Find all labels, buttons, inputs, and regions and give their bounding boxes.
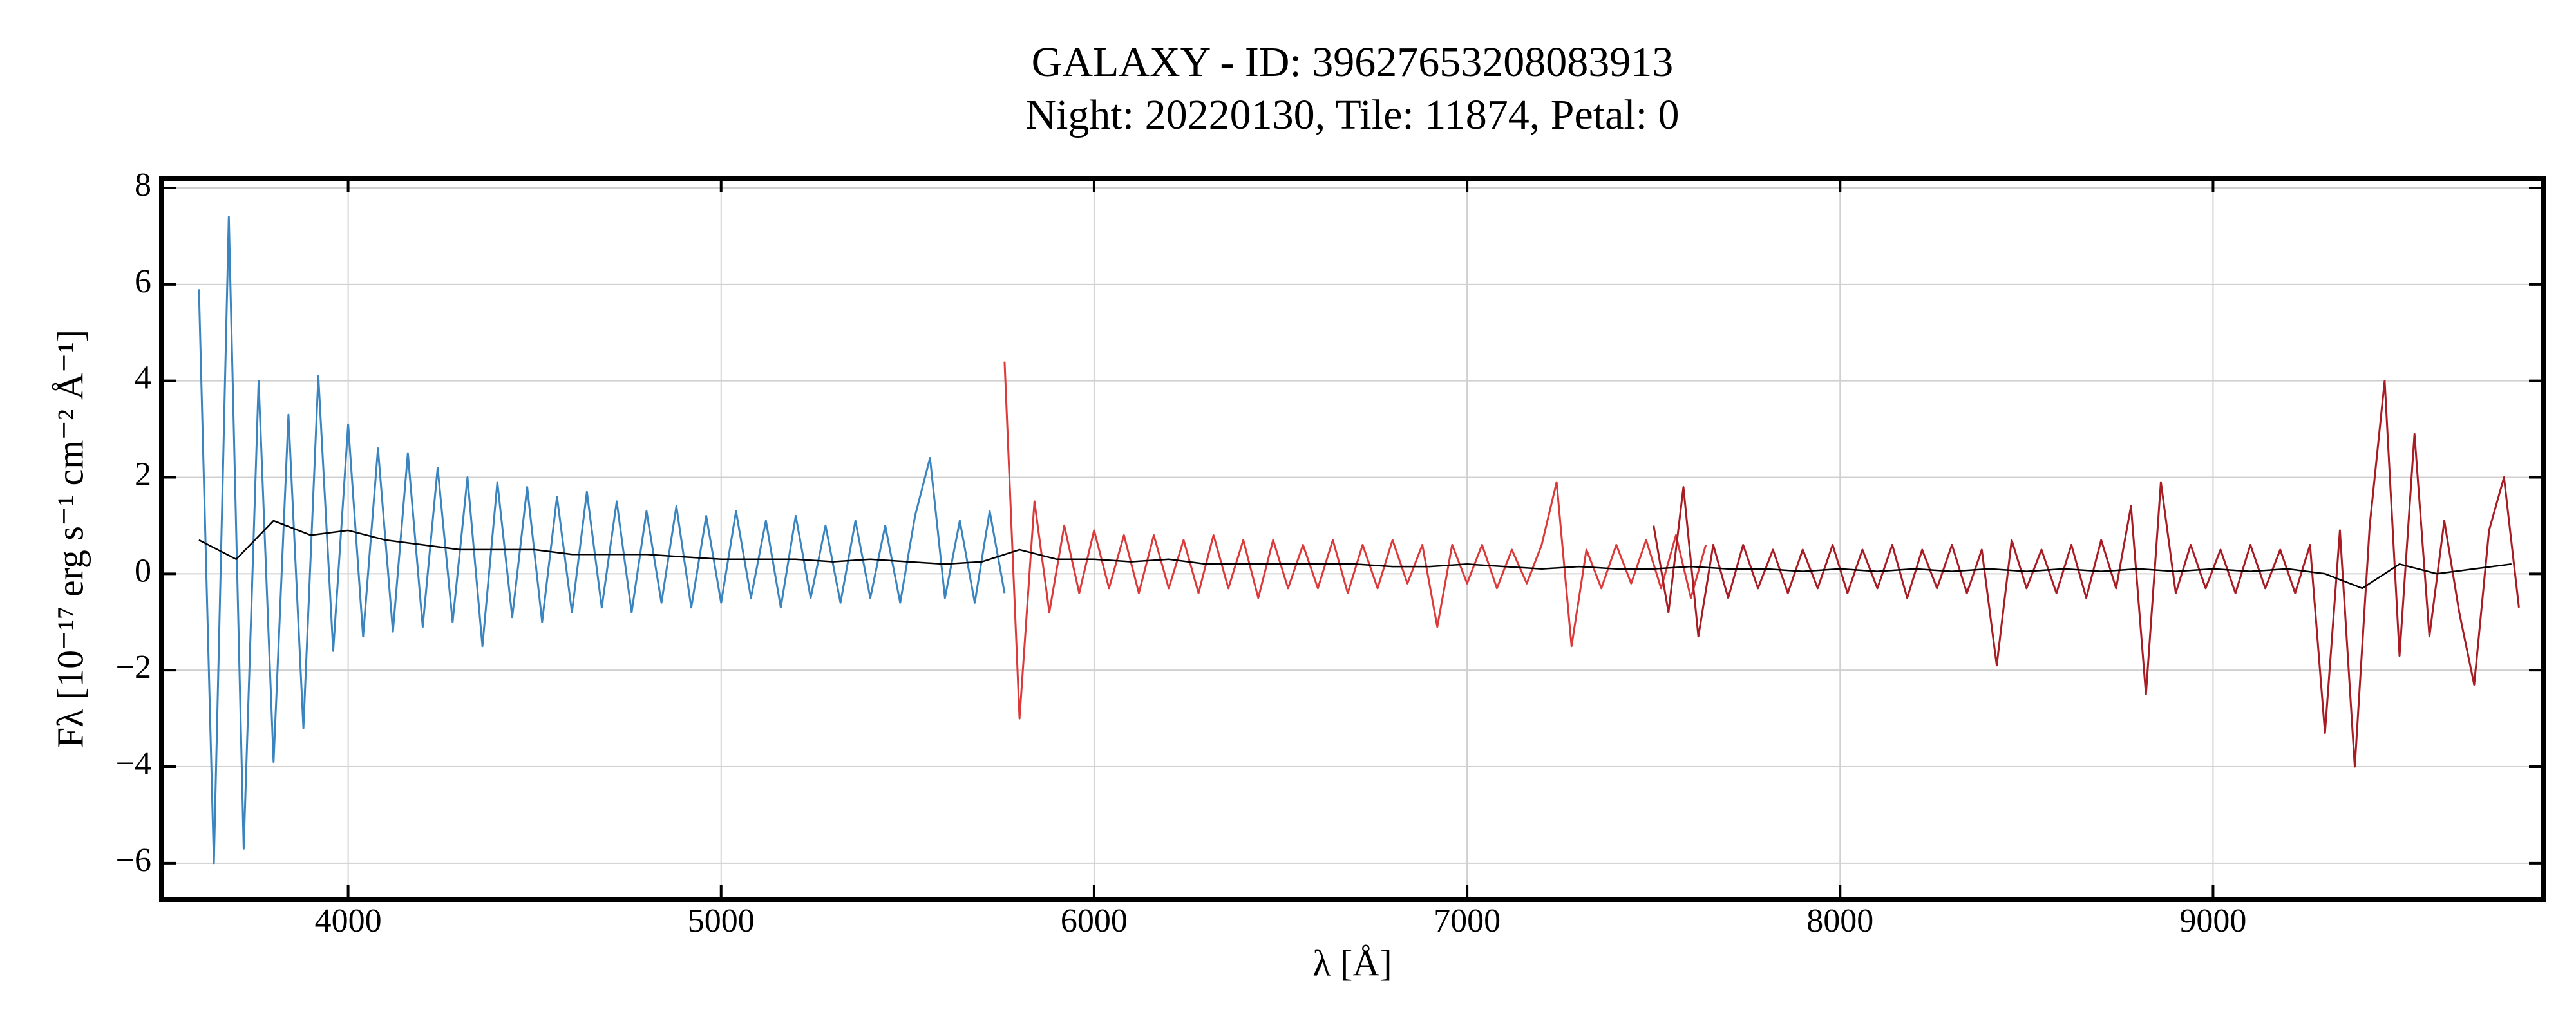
plot-frame	[159, 176, 2546, 902]
x-tick-label: 9000	[2179, 903, 2246, 939]
spectrum-line	[1003, 361, 1707, 720]
y-tick-label: 8	[135, 167, 151, 203]
x-tick-label: 8000	[1806, 903, 1873, 939]
chart-subtitle: Night: 20220130, Tile: 11874, Petal: 0	[1025, 91, 1679, 138]
y-tick-label: 2	[135, 456, 151, 492]
spectrum-line	[198, 520, 2512, 590]
x-tick-label: 6000	[1061, 903, 1128, 939]
spectrum-line	[1653, 380, 2520, 768]
chart-title: GALAXY - ID: 39627653208083913	[1032, 39, 1674, 86]
y-tick-label: −4	[116, 745, 151, 782]
y-tick-label: 4	[135, 360, 151, 397]
x-tick-label: 4000	[315, 903, 382, 939]
y-axis-label: Fλ [10⁻¹⁷ erg s⁻¹ cm⁻² Å⁻¹]	[49, 330, 91, 748]
y-tick-label: 0	[135, 552, 151, 589]
x-tick-label: 7000	[1434, 903, 1501, 939]
spectrum-line	[198, 216, 1006, 865]
y-tick-label: 6	[135, 263, 151, 300]
x-tick-label: 5000	[688, 903, 755, 939]
y-tick-label: −6	[116, 842, 151, 879]
x-axis-label: λ [Å]	[1312, 942, 1392, 984]
y-tick-label: −2	[116, 649, 151, 686]
